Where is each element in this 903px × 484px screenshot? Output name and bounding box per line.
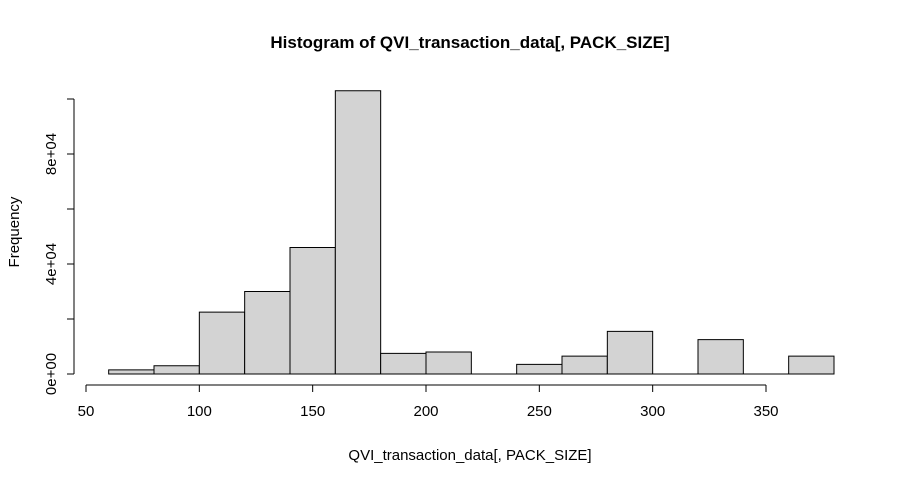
- chart-title: Histogram of QVI_transaction_data[, PACK…: [270, 33, 669, 52]
- histogram-bar: [289, 247, 336, 375]
- histogram-bar: [697, 339, 744, 375]
- y-tick-label: 8e+04: [43, 133, 60, 175]
- x-tick-label: 100: [187, 403, 212, 420]
- x-tick-label: 300: [640, 403, 665, 420]
- x-axis: 50 100 150 200 250 300 350: [78, 384, 779, 420]
- x-tick-label: 150: [300, 403, 325, 420]
- bars-group: [108, 90, 835, 375]
- x-tick-label: 200: [413, 403, 438, 420]
- histogram-bar: [334, 90, 382, 375]
- histogram-bar: [788, 355, 835, 375]
- histogram-bar: [244, 291, 291, 375]
- histogram-bar: [516, 363, 563, 375]
- histogram-bar: [561, 355, 608, 375]
- y-axis: 0e+00 4e+04 8e+04: [43, 98, 75, 395]
- y-tick-label: 0e+00: [43, 353, 60, 395]
- histogram-bar: [380, 352, 427, 375]
- y-axis-label: Frequency: [6, 196, 23, 267]
- x-axis-label: QVI_transaction_data[, PACK_SIZE]: [348, 447, 591, 464]
- histogram-bar: [606, 330, 654, 375]
- y-tick-label: 4e+04: [43, 243, 60, 285]
- histogram-bar: [425, 351, 472, 375]
- histogram-bar: [108, 369, 155, 375]
- histogram-bar: [153, 365, 200, 375]
- x-tick-label: 250: [527, 403, 552, 420]
- x-tick-label: 350: [753, 403, 778, 420]
- histogram-bar: [198, 311, 246, 375]
- x-tick-label: 50: [78, 403, 95, 420]
